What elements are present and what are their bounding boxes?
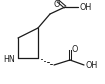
Text: O: O xyxy=(72,46,78,55)
Text: HN: HN xyxy=(3,56,15,65)
Text: OH: OH xyxy=(79,3,91,12)
Text: OH: OH xyxy=(85,60,97,69)
Text: O: O xyxy=(54,0,60,9)
